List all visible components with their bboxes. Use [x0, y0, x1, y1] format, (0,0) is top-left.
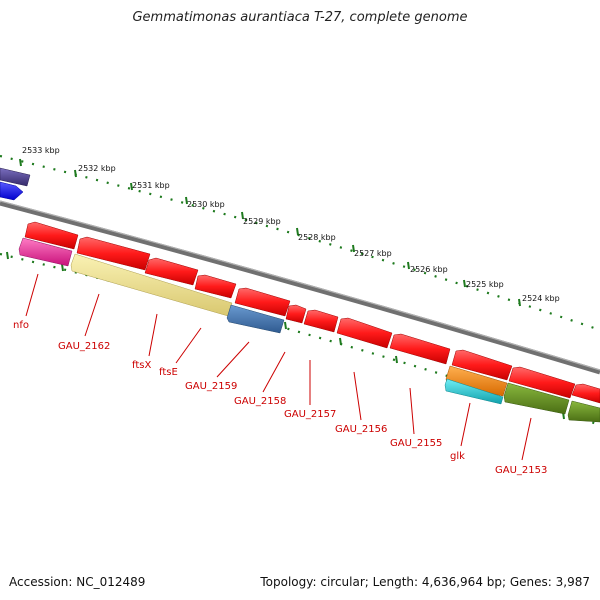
scale-tick-label: 2532 kbp	[78, 164, 116, 173]
accession-text: Accession: NC_012489	[9, 575, 146, 589]
gene-feature-red[interactable]	[285, 304, 307, 324]
gene-feature-cyan[interactable]	[444, 378, 504, 405]
gene-label[interactable]: GAU_2157	[284, 409, 336, 420]
gene-feature-purple[interactable]	[0, 167, 31, 187]
genome-summary-text: Topology: circular; Length: 4,636,964 bp…	[260, 575, 590, 589]
gene-feature-olive[interactable]	[503, 382, 570, 415]
gene-feature-olive[interactable]	[567, 400, 600, 423]
gene-feature-red[interactable]	[303, 309, 339, 333]
gene-feature-red[interactable]	[571, 383, 600, 404]
gene-feature-red[interactable]	[389, 333, 451, 365]
scale-tick-label: 2524 kbp	[522, 294, 560, 303]
outer-major-ticks	[19, 158, 521, 307]
scale-tick-label: 2526 kbp	[410, 265, 448, 274]
gene-feature-blue[interactable]	[0, 181, 24, 201]
gene-label[interactable]: GAU_2155	[390, 438, 442, 449]
gene-label[interactable]: GAU_2159	[185, 381, 237, 392]
gene-feature-red[interactable]	[508, 366, 576, 399]
scale-tick-label: 2530 kbp	[187, 200, 225, 209]
gene-label[interactable]: GAU_2162	[58, 341, 110, 352]
gene-label[interactable]: GAU_2156	[335, 424, 387, 435]
gene-label[interactable]: ftsE	[159, 367, 178, 378]
scale-tick-label: 2525 kbp	[466, 280, 504, 289]
label-leaders	[25, 273, 532, 461]
genome-backbone	[0, 200, 600, 375]
gene-feature-red[interactable]	[144, 257, 199, 286]
scale-tick-label: 2528 kbp	[298, 233, 336, 242]
gene-feature-red[interactable]	[24, 221, 79, 250]
genome-backbone-highlight	[0, 200, 600, 371]
gene-feature-red[interactable]	[76, 236, 151, 271]
gene-feature-pink[interactable]	[18, 237, 73, 267]
gene-label[interactable]: glk	[450, 451, 465, 462]
scale-tick-label: 2527 kbp	[354, 249, 392, 258]
gene-label[interactable]: ftsX	[132, 360, 151, 371]
map-title: Gemmatimonas aurantiaca T-27, complete g…	[132, 10, 468, 25]
gene-feature-red[interactable]	[336, 317, 393, 349]
scale-tick-label: 2533 kbp	[22, 146, 60, 155]
gene-feature-red[interactable]	[194, 274, 237, 299]
gene-label[interactable]: GAU_2158	[234, 396, 286, 407]
gene-feature-red[interactable]	[451, 349, 513, 381]
scale-tick-label: 2529 kbp	[243, 217, 281, 226]
gene-feature-red[interactable]	[234, 287, 291, 317]
gene-feature-steelblue[interactable]	[226, 304, 285, 334]
gene-label[interactable]: GAU_2153	[495, 465, 547, 476]
gene-label[interactable]: nfo	[13, 320, 29, 331]
scale-tick-label: 2531 kbp	[132, 181, 170, 190]
